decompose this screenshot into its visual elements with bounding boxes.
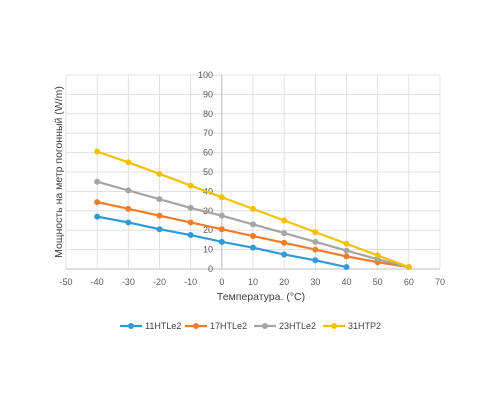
x-tick-label: 0 xyxy=(219,277,224,287)
x-tick-label: 50 xyxy=(373,277,383,287)
data-point xyxy=(343,240,350,247)
y-tick-label: 60 xyxy=(203,148,213,158)
y-tick-label: 30 xyxy=(203,206,213,216)
x-tick-label: -30 xyxy=(122,277,135,287)
data-point xyxy=(94,178,101,185)
data-point xyxy=(343,253,350,260)
data-point xyxy=(125,219,132,226)
legend-label: 17HTLe2 xyxy=(210,321,247,331)
data-point xyxy=(94,148,101,155)
data-point xyxy=(125,205,132,212)
x-tick-label: -10 xyxy=(184,277,197,287)
legend-item-11HTLe2: 11HTLe2 xyxy=(120,321,181,331)
x-tick-label: 70 xyxy=(435,277,445,287)
data-point xyxy=(156,196,163,203)
data-point xyxy=(156,212,163,219)
data-point xyxy=(250,221,256,228)
y-tick-label: 100 xyxy=(198,70,213,80)
legend-item-31HTP2: 31HTP2 xyxy=(323,321,381,331)
x-axis-title: Температура. (°C) xyxy=(217,291,305,303)
legend-marker xyxy=(262,323,268,329)
data-point xyxy=(343,264,350,271)
grid xyxy=(65,74,441,270)
data-point xyxy=(94,213,101,220)
data-point xyxy=(187,182,194,189)
legend-marker xyxy=(331,323,337,329)
y-tick-label: 80 xyxy=(203,109,213,119)
data-point xyxy=(250,244,256,251)
legend-item-23HTLe2: 23HTLe2 xyxy=(254,321,316,331)
data-point xyxy=(156,170,163,177)
series-31HTP2 xyxy=(94,148,412,271)
legend-label: 23HTLe2 xyxy=(279,321,316,331)
data-point xyxy=(125,159,132,166)
series-lines xyxy=(94,148,412,271)
legend-item-17HTLe2: 17HTLe2 xyxy=(185,321,247,331)
x-tick-label: 30 xyxy=(310,277,320,287)
data-point xyxy=(218,226,225,233)
series-11HTLe2 xyxy=(94,213,350,271)
data-point xyxy=(218,212,225,219)
y-tick-label: 10 xyxy=(203,245,213,255)
data-point xyxy=(187,219,194,226)
x-tick-label: -20 xyxy=(153,277,166,287)
data-point xyxy=(125,187,132,194)
data-point xyxy=(281,239,288,246)
series-23HTLe2 xyxy=(94,178,412,271)
x-tick-label: 60 xyxy=(404,277,414,287)
legend-marker xyxy=(193,323,199,329)
data-point xyxy=(281,217,288,224)
x-tick-label: -50 xyxy=(59,277,72,287)
data-point xyxy=(281,230,288,237)
data-point xyxy=(281,251,288,258)
y-tick-label: 90 xyxy=(203,89,213,99)
data-point xyxy=(312,257,319,264)
data-point xyxy=(250,205,256,212)
data-point xyxy=(187,204,194,211)
data-point xyxy=(343,247,350,254)
y-tick-label: 0 xyxy=(208,264,213,274)
data-point xyxy=(94,199,101,206)
x-tick-label: 40 xyxy=(341,277,351,287)
x-tick-label: 10 xyxy=(248,277,258,287)
data-point xyxy=(250,233,256,240)
data-point xyxy=(156,226,163,233)
data-point xyxy=(312,229,319,236)
legend-label: 31HTP2 xyxy=(348,321,381,331)
data-point xyxy=(312,238,319,245)
tick-labels: -50 -40 -30 -20 -10 0 10 20 30 40 50 60 700102030405… xyxy=(59,70,445,287)
data-point xyxy=(312,246,319,253)
data-point xyxy=(405,264,412,271)
data-point xyxy=(187,232,194,239)
y-tick-label: 70 xyxy=(203,128,213,138)
legend-marker xyxy=(128,323,134,329)
x-tick-label: -40 xyxy=(91,277,104,287)
legend: 11HTLe2 17HTLe2 23HTLe2 31HTP2 xyxy=(120,321,381,331)
y-axis-title: Мощность на метр погонный (W/m) xyxy=(53,86,65,258)
data-point xyxy=(218,238,225,245)
data-point xyxy=(374,252,381,259)
y-tick-label: 20 xyxy=(203,225,213,235)
y-tick-label: 50 xyxy=(203,167,213,177)
legend-label: 11HTLe2 xyxy=(145,321,181,331)
x-tick-label: 20 xyxy=(279,277,289,287)
data-point xyxy=(218,194,225,201)
